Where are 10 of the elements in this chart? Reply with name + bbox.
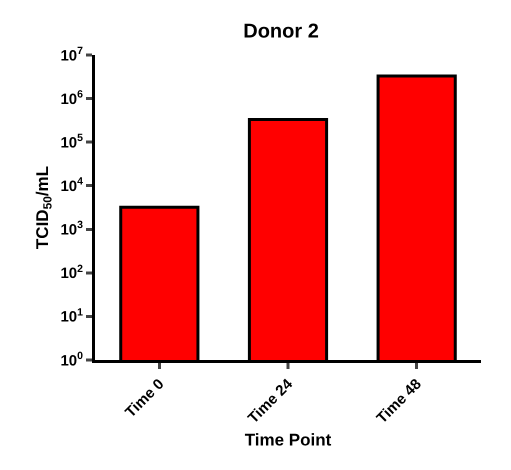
x-axis-title: Time Point	[244, 430, 332, 450]
y-tick-label: 10$^{4}$	[60, 176, 84, 195]
y-tick-label: 10$^{0}$	[60, 350, 84, 370]
y-tick-label: 10$^{7}$	[60, 44, 84, 64]
y-tick-label: 10$^{3}$	[60, 219, 84, 239]
y-tick-label: 10$^{1}$	[60, 306, 84, 326]
y-tick-label: 10$^{2}$	[60, 262, 84, 282]
y-tick-label: 10$^{6}$	[60, 88, 84, 108]
chart-title: Donor 2	[243, 20, 319, 42]
y-tick-label: 10$^{5}$	[60, 132, 84, 152]
